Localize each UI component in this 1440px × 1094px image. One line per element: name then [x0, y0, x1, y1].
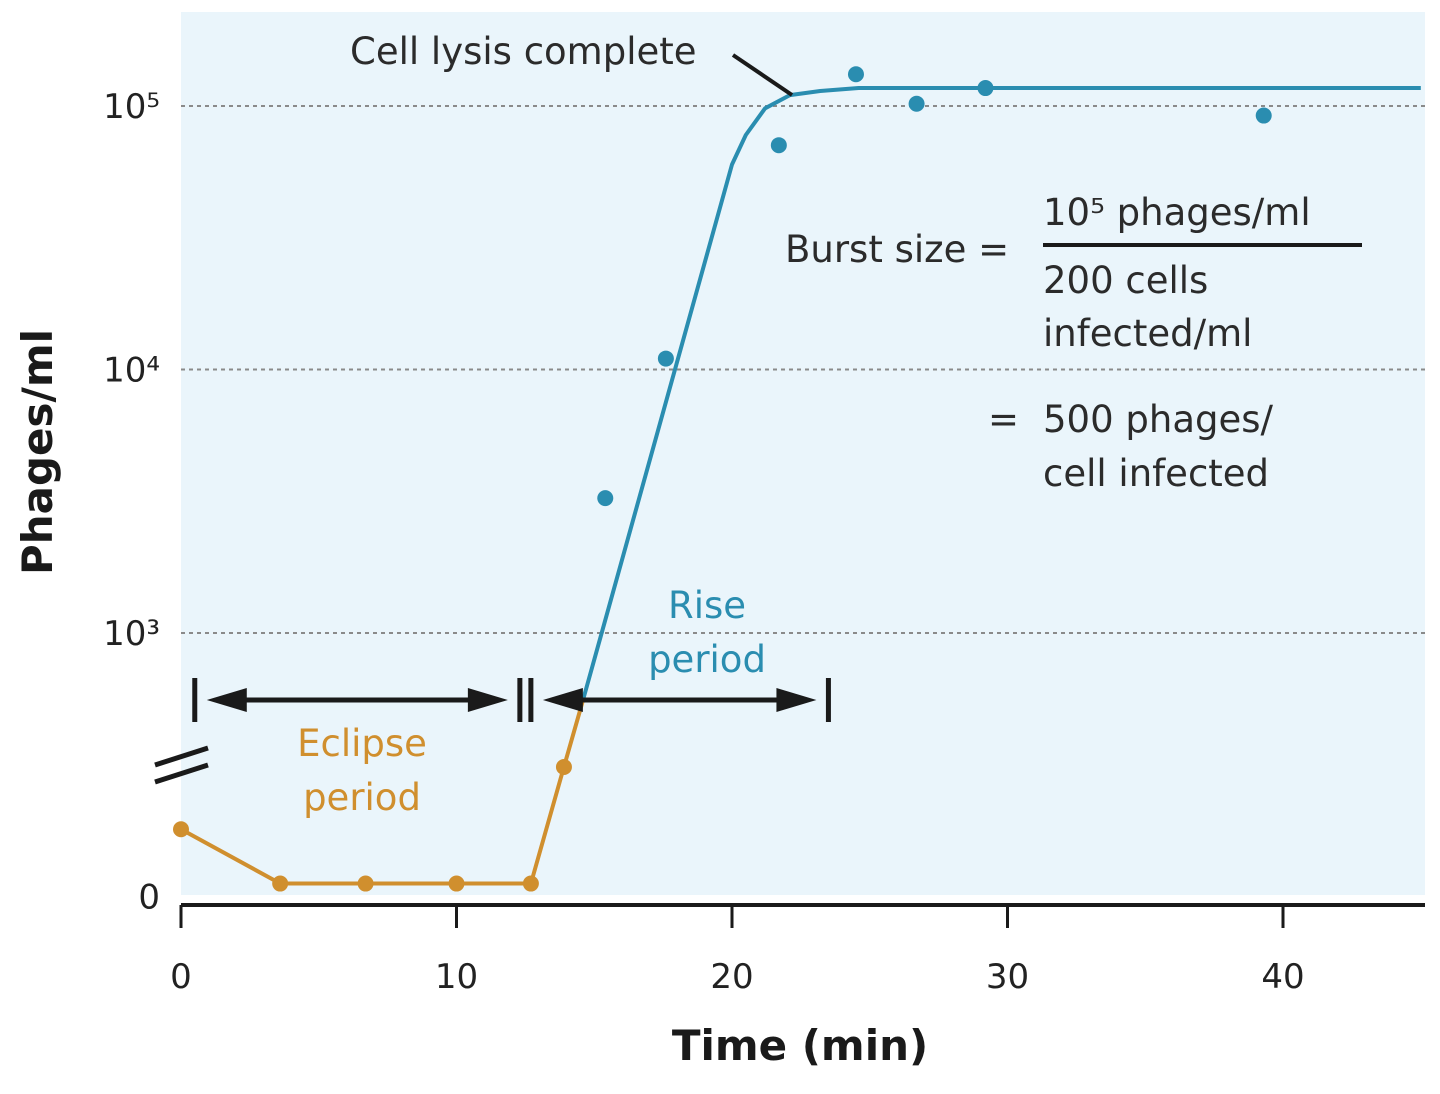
- burst-size-label: Burst size =: [785, 228, 1009, 271]
- rise_points-point: [657, 350, 674, 367]
- burst-result-line2: cell infected: [1043, 452, 1269, 495]
- axis-break-icon: [154, 745, 209, 785]
- eclipse-point: [555, 759, 572, 776]
- eclipse-period-label-line1: Eclipse: [297, 722, 427, 765]
- eclipse-period-arrow-right-head: [467, 688, 508, 712]
- burst-result-line1: 500 phages/: [1043, 398, 1274, 441]
- rise_points-point: [847, 66, 864, 83]
- rise-period-label-line1: Rise: [668, 584, 746, 627]
- eclipse-point: [173, 821, 189, 838]
- y-axis-title: Phages/ml: [13, 329, 62, 575]
- rise_points-point: [908, 95, 925, 112]
- x-tick-label: 40: [1261, 957, 1304, 997]
- rise_points-point: [770, 137, 787, 154]
- y-tick-label: 0: [138, 878, 160, 918]
- eclipse-period-label-line2: period: [303, 776, 421, 819]
- x-tick-label: 10: [435, 957, 478, 997]
- plot-background: [181, 12, 1425, 895]
- eclipse-point: [522, 875, 539, 892]
- x-tick-label: 0: [170, 957, 192, 997]
- burst-denominator-line1: 200 cells: [1043, 259, 1208, 302]
- eclipse-point: [448, 875, 465, 892]
- x-axis-title: Time (min): [672, 1021, 928, 1070]
- eclipse-point: [272, 875, 289, 892]
- y-tick-label: 10³: [103, 614, 160, 654]
- burst-equals: =: [988, 398, 1019, 441]
- rise-period-arrow-right-head: [776, 688, 817, 712]
- lysis-label: Cell lysis complete: [350, 30, 697, 73]
- rise-period-label-line2: period: [648, 638, 766, 681]
- y-tick-label: 10⁴: [103, 351, 160, 391]
- lysis-leader-line: [731, 53, 794, 97]
- eclipse-point: [357, 875, 374, 892]
- x-tick-label: 20: [710, 957, 753, 997]
- burst-denominator-line2: infected/ml: [1043, 312, 1252, 355]
- rise_points-point: [597, 490, 614, 507]
- rise-period-arrow-left-head: [542, 688, 583, 712]
- burst-numerator: 10⁵ phages/ml: [1043, 191, 1311, 234]
- x-tick-label: 30: [986, 957, 1029, 997]
- y-tick-label: 10⁵: [103, 87, 160, 127]
- rise_points-point: [1255, 107, 1272, 124]
- rise_curve-line: [581, 86, 1421, 700]
- eclipse-period-arrow-left-head: [206, 688, 247, 712]
